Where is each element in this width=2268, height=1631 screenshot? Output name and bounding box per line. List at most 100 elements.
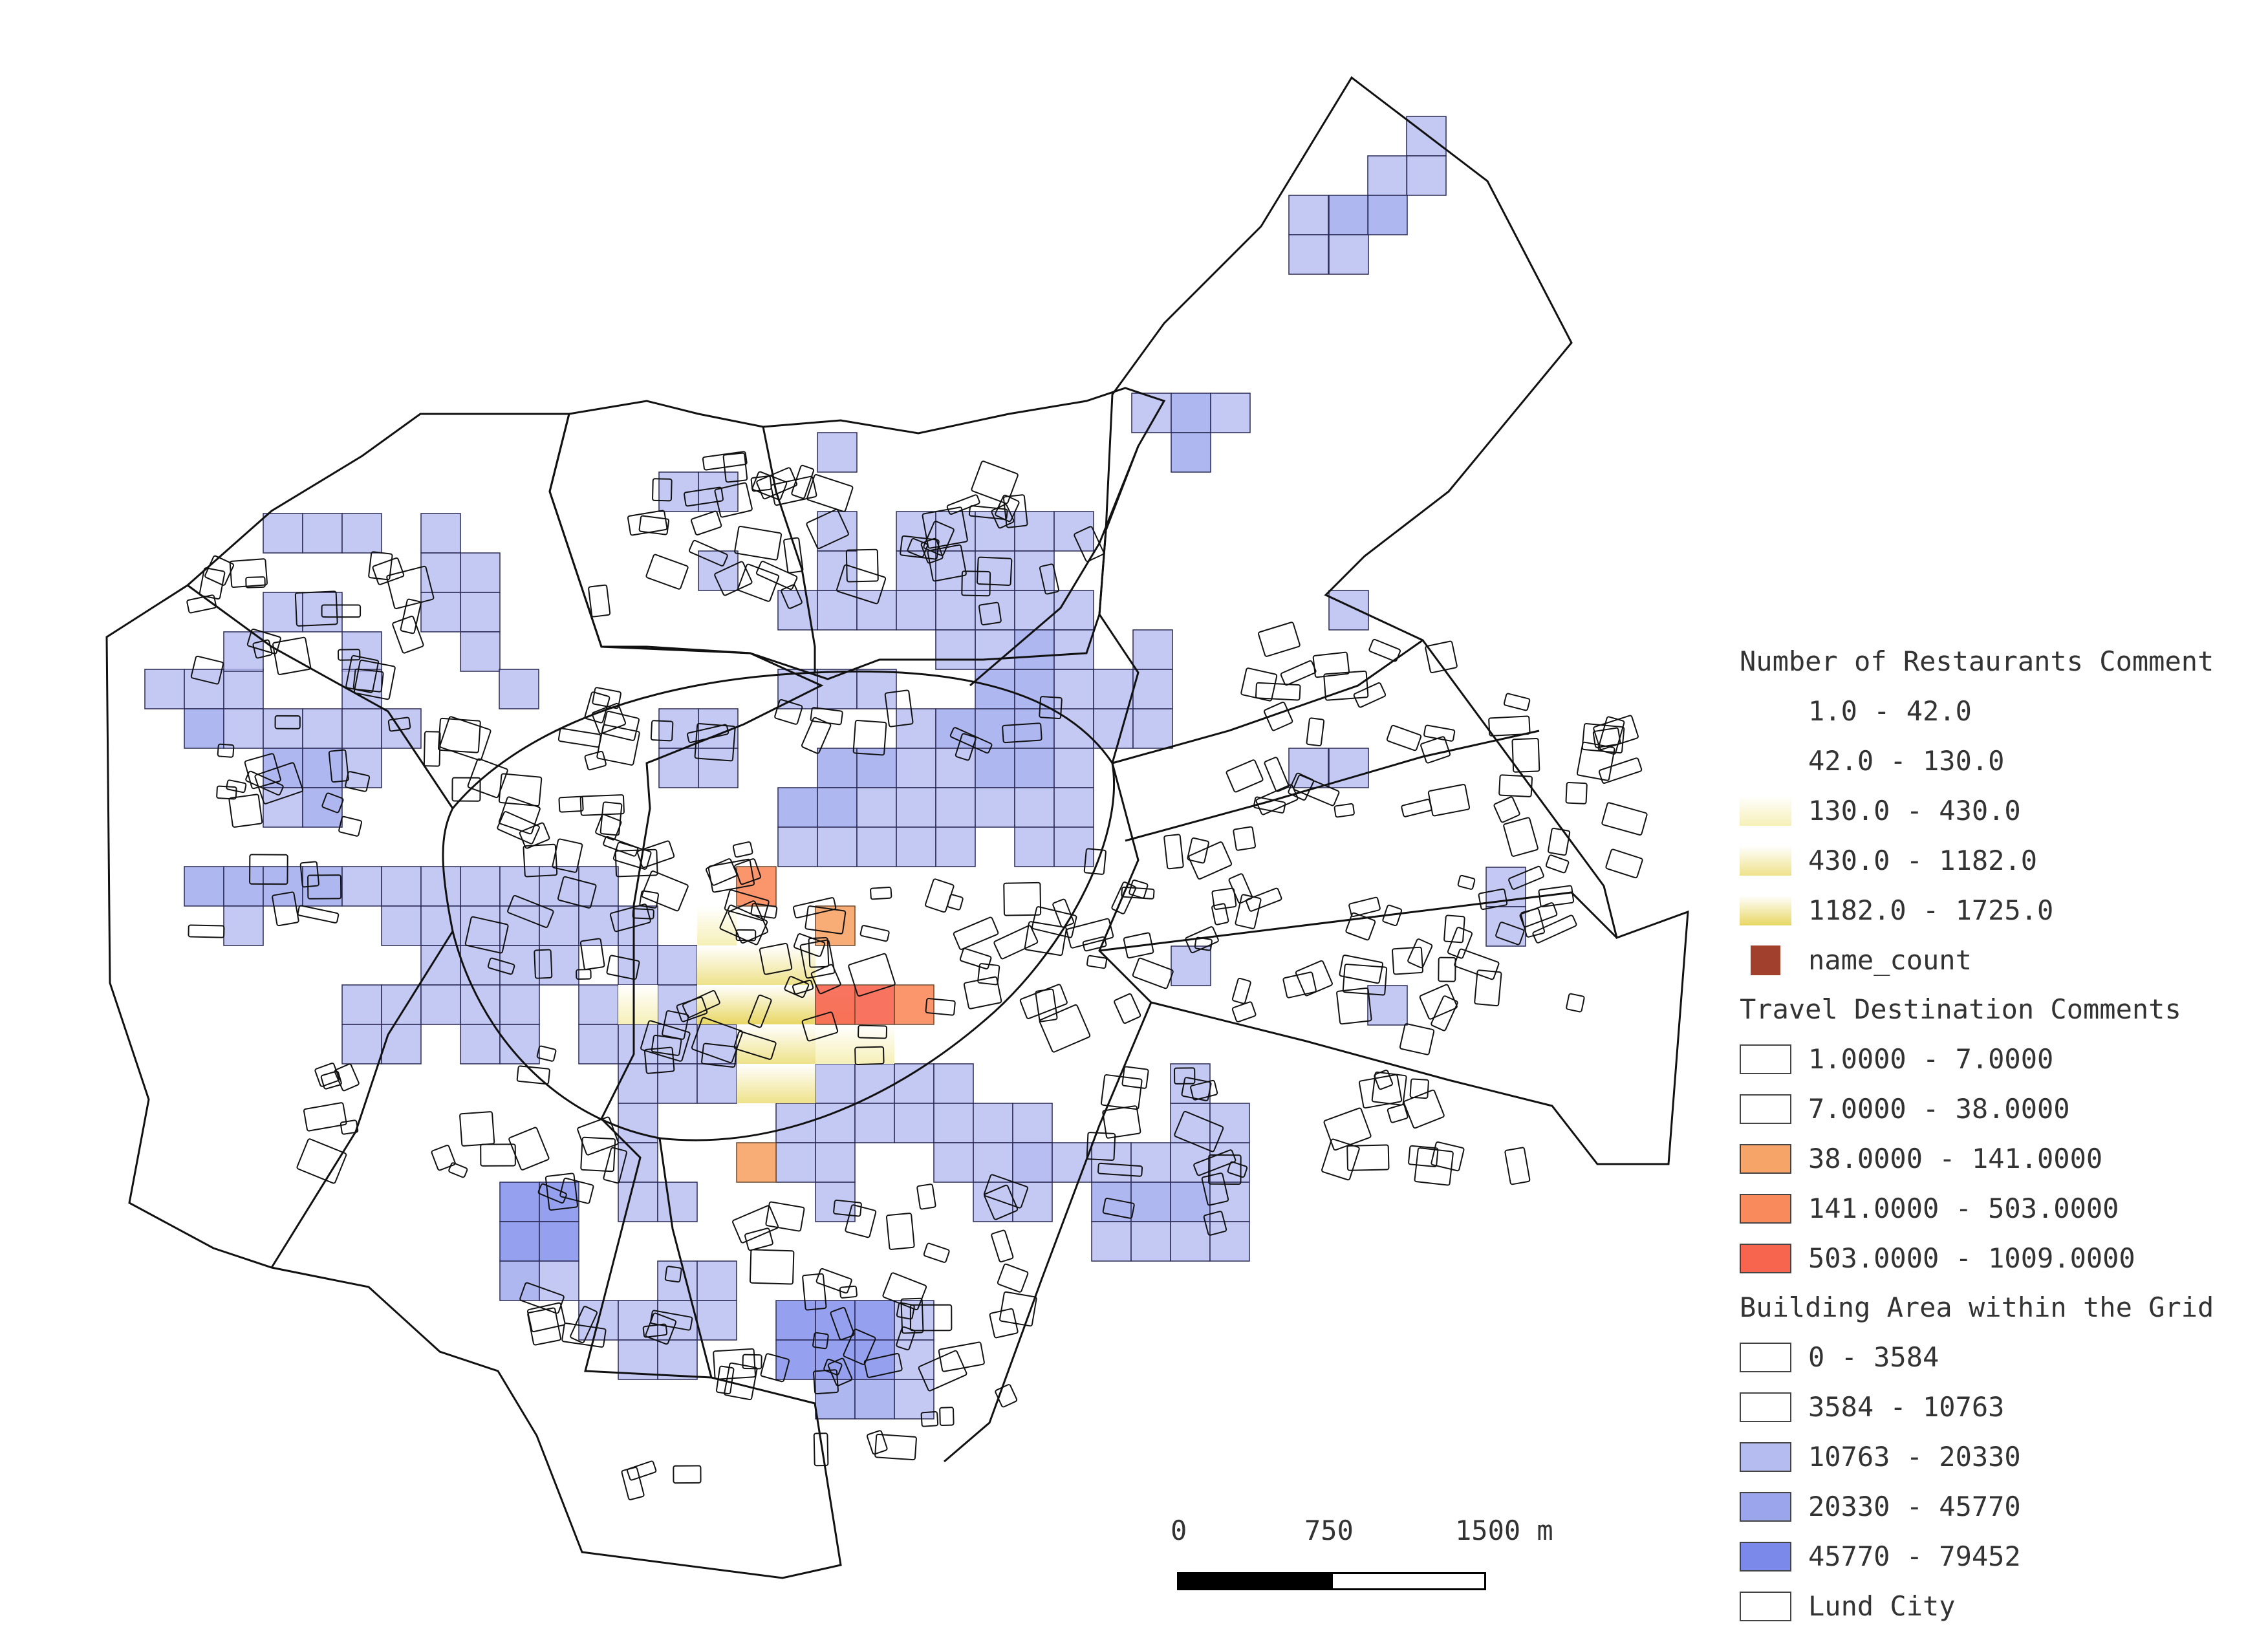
building-block: [459, 1111, 495, 1147]
building-block: [748, 994, 772, 1028]
building-cell: [1288, 748, 1329, 788]
legend-item-restaurants-1: 42.0 - 130.0: [1740, 736, 2257, 786]
travel-cell: [736, 1142, 777, 1183]
legend-item-restaurants-2: 130.0 - 430.0: [1740, 786, 2257, 836]
building-cell: [1367, 155, 1408, 196]
building-block: [1066, 918, 1114, 949]
building-block: [245, 770, 284, 796]
building-block: [464, 916, 509, 954]
legend-item-travel-0: 1.0000 - 7.0000: [1740, 1034, 2257, 1084]
building-block: [592, 687, 621, 709]
legend-item-travel-4: 503.0000 - 1009.0000: [1740, 1233, 2257, 1283]
building-block: [805, 905, 847, 934]
building-block: [1208, 1154, 1242, 1185]
building-block: [645, 554, 689, 590]
building-block: [995, 1384, 1018, 1408]
legend-label: 7.0000 - 38.0000: [1808, 1093, 2070, 1125]
building-block: [372, 557, 405, 585]
building-block: [1123, 932, 1154, 959]
building-cell: [460, 1024, 501, 1064]
building-block: [226, 779, 247, 794]
building-block: [909, 1304, 953, 1332]
building-block: [609, 903, 651, 933]
building-block: [252, 639, 273, 659]
building-block: [744, 1227, 773, 1251]
building-block: [870, 886, 892, 900]
building-cell: [539, 945, 579, 986]
building-block: [1306, 717, 1325, 747]
building-block: [627, 1460, 657, 1481]
building-cell: [184, 708, 224, 749]
building-block: [1592, 727, 1621, 748]
building-cell: [1014, 511, 1055, 552]
building-cell: [1053, 748, 1094, 788]
legend-label: 38.0000 - 141.0000: [1808, 1143, 2103, 1174]
building-block: [836, 564, 887, 605]
building-block: [294, 590, 338, 627]
building-cell: [302, 708, 343, 749]
legend-label: 10763 - 20330: [1808, 1441, 2021, 1473]
building-block: [920, 1411, 939, 1427]
building-cell: [184, 669, 224, 709]
building-block: [806, 474, 854, 512]
building-cell: [1209, 1103, 1250, 1143]
building-block: [702, 451, 748, 471]
building-block: [639, 890, 660, 909]
building-cell: [223, 708, 264, 749]
building-block: [961, 570, 991, 597]
building-block: [387, 717, 411, 732]
building-block: [1598, 757, 1643, 784]
building-block: [714, 482, 753, 518]
building-cell: [1406, 155, 1447, 196]
building-block: [732, 1205, 779, 1244]
building-block: [340, 1119, 359, 1135]
building-block: [858, 1024, 888, 1039]
scale-segment-white: [1331, 1572, 1486, 1590]
building-block: [480, 1143, 516, 1167]
building-cell: [815, 1142, 856, 1183]
building-block: [321, 604, 362, 618]
building-block: [431, 1145, 456, 1171]
building-block: [352, 668, 384, 693]
building-cell: [1012, 1142, 1053, 1183]
building-block: [1427, 784, 1471, 817]
building-block: [595, 814, 622, 841]
building-block: [1201, 1172, 1229, 1206]
legend-swatch: [1740, 1342, 1791, 1372]
building-cell: [1367, 985, 1408, 1026]
legend-label: 3584 - 10763: [1808, 1391, 2005, 1423]
legend-label: 130.0 - 430.0: [1808, 795, 2021, 826]
building-block: [1601, 802, 1648, 836]
building-block: [392, 616, 424, 654]
building-block: [852, 719, 887, 756]
building-block: [1457, 874, 1476, 890]
building-cell: [894, 1063, 934, 1104]
legend-swatch: [1740, 895, 1791, 925]
building-cell: [856, 669, 897, 709]
building-block: [813, 1432, 829, 1467]
building-block: [1353, 682, 1387, 708]
building-block: [1566, 993, 1585, 1013]
building-cell: [499, 984, 540, 1025]
building-cell: [618, 1024, 658, 1064]
north-east-road: [969, 446, 1139, 687]
building-block: [713, 1348, 756, 1380]
building-block: [1052, 898, 1075, 928]
building-block: [997, 1263, 1029, 1293]
legend-swatch: [1740, 1491, 1791, 1522]
building-cell: [1053, 787, 1094, 828]
building-block: [1233, 826, 1257, 851]
building-block: [1503, 817, 1539, 857]
legend-label: Lund City: [1808, 1590, 1956, 1622]
building-cell: [775, 1103, 816, 1143]
building-cell: [896, 590, 936, 631]
building-cell: [341, 748, 382, 788]
building-block: [1211, 903, 1229, 925]
building-block: [1288, 772, 1314, 801]
building-block: [254, 762, 304, 805]
building-cell: [578, 1024, 619, 1064]
building-cell: [144, 669, 185, 709]
building-block: [884, 689, 914, 728]
building-cell: [854, 1103, 895, 1143]
building-block: [579, 938, 605, 970]
